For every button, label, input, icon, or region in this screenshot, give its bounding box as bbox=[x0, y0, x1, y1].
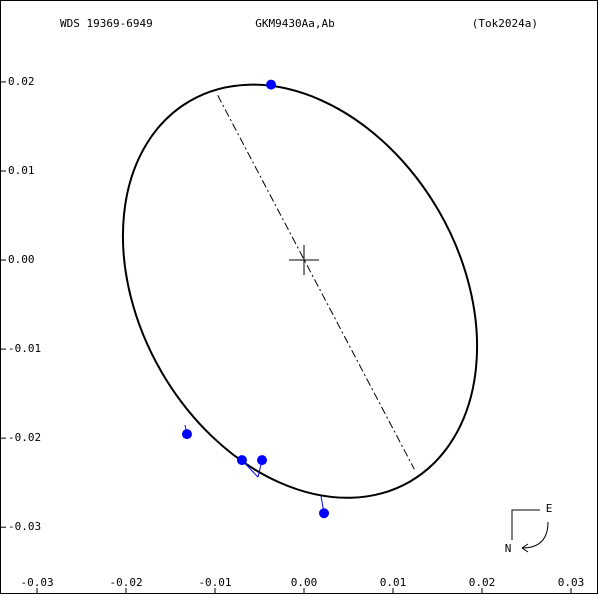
observation bbox=[266, 79, 277, 90]
compass-north: N bbox=[505, 542, 512, 555]
compass: E N bbox=[505, 502, 553, 555]
compass-east: E bbox=[546, 502, 553, 515]
x-tick-label: -0.01 bbox=[198, 576, 231, 589]
chart-subtitle: WDS 19369-6949 bbox=[60, 17, 153, 30]
primary-star bbox=[289, 245, 320, 276]
x-tick-label: 0.01 bbox=[380, 576, 407, 589]
reference: (Tok2024a) bbox=[472, 17, 538, 30]
y-tick-label: 0.02 bbox=[8, 75, 35, 88]
x-tick-label: -0.03 bbox=[20, 576, 53, 589]
x-tick-label: 0.02 bbox=[469, 576, 496, 589]
observation bbox=[236, 455, 247, 466]
observation bbox=[319, 508, 330, 519]
line-of-nodes bbox=[217, 95, 415, 470]
y-tick-label: -0.01 bbox=[8, 342, 41, 355]
chart-title: GKM9430Aa,Ab bbox=[255, 17, 334, 30]
x-tick-label: -0.02 bbox=[109, 576, 142, 589]
y-tick-label: -0.03 bbox=[8, 520, 41, 533]
y-tick-label: -0.02 bbox=[8, 431, 41, 444]
observation bbox=[256, 455, 267, 466]
y-tick-label: 0.00 bbox=[8, 253, 35, 266]
y-tick-label: 0.01 bbox=[8, 164, 35, 177]
orbit bbox=[121, 83, 479, 499]
x-tick-label: 0.00 bbox=[291, 576, 318, 589]
observation bbox=[181, 429, 192, 440]
x-tick-label: 0.03 bbox=[558, 576, 585, 589]
